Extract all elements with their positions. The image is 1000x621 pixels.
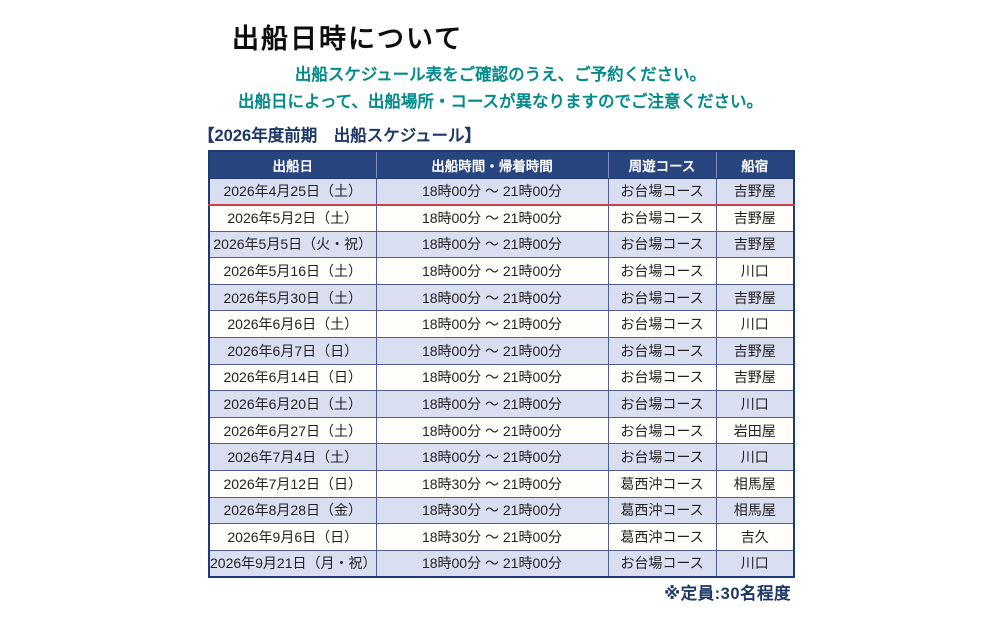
cell-inn: 吉野屋 xyxy=(715,363,795,392)
cell-inn: 岩田屋 xyxy=(715,416,795,445)
cell-inn: 吉野屋 xyxy=(715,204,795,232)
cell-course: お台場コース xyxy=(607,390,717,418)
cell-time: 18時00分 ～ 21時00分 xyxy=(375,257,609,285)
column-header: 出船日 xyxy=(209,151,376,179)
cell-time: 18時00分 ～ 21時00分 xyxy=(375,337,609,365)
cell-date: 2026年6月14日（日） xyxy=(208,363,377,392)
cell-date: 2026年5月30日（土） xyxy=(208,283,377,312)
notice-line-reservation: 出船スケジュール表をご確認のうえ、ご予約ください。 xyxy=(294,66,707,84)
cell-time: 18時00分 ～ 21時00分 xyxy=(375,177,609,206)
cell-course: お台場コース xyxy=(607,204,717,232)
table-row: 2026年6月6日（土） 18時00分 ～ 21時00分 お台場コース 川口 xyxy=(208,310,795,339)
cell-time: 18時30分 ～ 21時00分 xyxy=(375,496,609,525)
notice-block: 出船スケジュール表をご確認のうえ、ご予約ください。 出船日によって、出船場所・コ… xyxy=(208,62,793,116)
cell-inn: 川口 xyxy=(715,443,795,472)
table-row: 2026年6月14日（日） 18時00分 ～ 21時00分 お台場コース 吉野屋 xyxy=(208,363,795,392)
cell-course: お台場コース xyxy=(607,363,717,392)
cell-date: 2026年7月4日（土） xyxy=(208,443,377,472)
cell-course: 葛西沖コース xyxy=(607,496,717,525)
cell-time: 18時00分 ～ 21時00分 xyxy=(375,363,609,392)
table-row: 2026年4月25日（土） 18時00分 ～ 21時00分 お台場コース 吉野屋 xyxy=(208,177,795,206)
cell-time: 18時00分 ～ 21時00分 xyxy=(375,443,609,472)
cell-time: 18時00分 ～ 21時00分 xyxy=(375,390,609,418)
cell-time: 18時30分 ～ 21時00分 xyxy=(375,523,609,551)
table-row: 2026年5月16日（土） 18時00分 ～ 21時00分 お台場コース 川口 xyxy=(208,257,795,285)
table-body: 2026年4月25日（土） 18時00分 ～ 21時00分 お台場コース 吉野屋 202… xyxy=(208,177,795,578)
table-row: 2026年6月20日（土） 18時00分 ～ 21時00分 お台場コース 川口 xyxy=(208,390,795,418)
table-row: 2026年9月21日（月・祝） 18時00分 ～ 21時00分 お台場コース 川口 xyxy=(208,549,795,578)
cell-date: 2026年6月27日（土） xyxy=(208,416,377,445)
cell-inn: 吉野屋 xyxy=(715,230,795,259)
cell-course: 葛西沖コース xyxy=(607,470,717,498)
cell-time: 18時00分 ～ 21時00分 xyxy=(375,310,609,339)
column-header: 周遊コース xyxy=(607,151,716,179)
cell-time: 18時00分 ～ 21時00分 xyxy=(375,230,609,259)
cell-date: 2026年5月16日（土） xyxy=(208,257,377,285)
cell-course: お台場コース xyxy=(607,283,717,312)
cell-course: お台場コース xyxy=(607,337,717,365)
cell-inn: 相馬屋 xyxy=(715,470,795,498)
cell-inn: 川口 xyxy=(715,257,795,285)
cell-date: 2026年9月21日（月・祝） xyxy=(208,549,377,578)
schedule-table: 出船日 出船時間・帰着時間 周遊コース 船宿 2026年4月25日（土） 18時00分 … xyxy=(208,150,795,578)
page-title: 出船日時について xyxy=(232,24,464,54)
table-row: 2026年5月5日（火・祝） 18時00分 ～ 21時00分 お台場コース 吉野屋 xyxy=(208,230,795,259)
notice-line-caution: 出船日によって、出船場所・コースが異なりますのでご注意ください。 xyxy=(237,93,764,111)
cell-date: 2026年6月6日（土） xyxy=(208,310,377,339)
cell-inn: 吉野屋 xyxy=(715,337,795,365)
cell-inn: 川口 xyxy=(715,549,795,578)
cell-date: 2026年5月2日（土） xyxy=(208,204,377,232)
cell-course: お台場コース xyxy=(607,443,717,472)
table-row: 2026年5月2日（土） 18時00分 ～ 21時00分 お台場コース 吉野屋 xyxy=(208,204,795,232)
table-row: 2026年6月7日（日） 18時00分 ～ 21時00分 お台場コース 吉野屋 xyxy=(208,337,795,365)
cell-date: 2026年6月20日（土） xyxy=(208,390,377,418)
cell-inn: 吉野屋 xyxy=(715,283,795,312)
cell-date: 2026年5月5日（火・祝） xyxy=(208,230,377,259)
column-header: 出船時間・帰着時間 xyxy=(375,151,608,179)
cell-inn: 吉久 xyxy=(715,523,795,551)
table-row: 2026年9月6日（日） 18時30分 ～ 21時00分 葛西沖コース 吉久 xyxy=(208,523,795,551)
column-header: 船宿 xyxy=(715,151,794,179)
cell-time: 18時00分 ～ 21時00分 xyxy=(375,283,609,312)
cell-date: 2026年9月6日（日） xyxy=(208,523,377,551)
cell-time: 18時00分 ～ 21時00分 xyxy=(375,204,609,232)
cell-date: 2026年7月12日（日） xyxy=(208,470,377,498)
cell-course: お台場コース xyxy=(607,257,717,285)
cell-time: 18時00分 ～ 21時00分 xyxy=(375,549,609,578)
cell-course: お台場コース xyxy=(607,416,717,445)
cell-time: 18時30分 ～ 21時00分 xyxy=(375,470,609,498)
table-row: 2026年6月27日（土） 18時00分 ～ 21時00分 お台場コース 岩田屋 xyxy=(208,416,795,445)
capacity-note: ※定員:30名程度 xyxy=(664,585,791,603)
cell-inn: 吉野屋 xyxy=(715,177,795,206)
cell-course: お台場コース xyxy=(607,177,717,206)
cell-inn: 川口 xyxy=(715,390,795,418)
cell-course: お台場コース xyxy=(607,549,717,578)
table-row: 2026年5月30日（土） 18時00分 ～ 21時00分 お台場コース 吉野屋 xyxy=(208,283,795,312)
table-row: 2026年7月12日（日） 18時30分 ～ 21時00分 葛西沖コース 相馬屋 xyxy=(208,470,795,498)
table-row: 2026年8月28日（金） 18時30分 ～ 21時00分 葛西沖コース 相馬屋 xyxy=(208,496,795,525)
cell-date: 2026年4月25日（土） xyxy=(208,177,377,206)
cell-course: 葛西沖コース xyxy=(607,523,717,551)
cell-time: 18時00分 ～ 21時00分 xyxy=(375,416,609,445)
table-row: 2026年7月4日（土） 18時00分 ～ 21時00分 お台場コース 川口 xyxy=(208,443,795,472)
cell-date: 2026年8月28日（金） xyxy=(208,496,377,525)
cell-inn: 川口 xyxy=(715,310,795,339)
cell-course: お台場コース xyxy=(607,310,717,339)
schedule-heading: 【2026年度前期 出船スケジュール】 xyxy=(198,127,482,145)
table-header-row: 出船日 出船時間・帰着時間 周遊コース 船宿 xyxy=(209,151,794,179)
cell-date: 2026年6月7日（日） xyxy=(208,337,377,365)
cell-course: お台場コース xyxy=(607,230,717,259)
cell-inn: 相馬屋 xyxy=(715,496,795,525)
